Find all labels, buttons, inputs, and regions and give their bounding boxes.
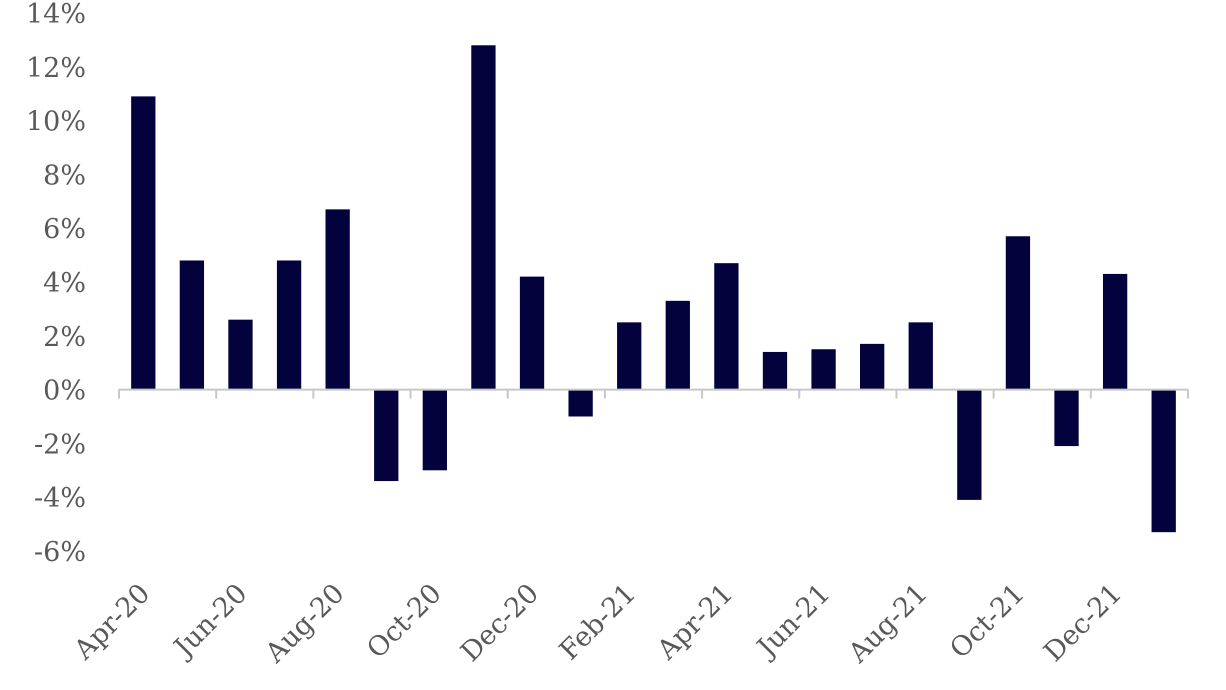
x-tick-label: Feb-21 xyxy=(554,578,642,666)
y-tick-label: 8% xyxy=(43,160,86,191)
bar xyxy=(519,276,545,390)
bar xyxy=(228,319,253,390)
x-tick-label: Oct-20 xyxy=(361,578,448,665)
y-tick-label: 12% xyxy=(26,53,86,84)
bar xyxy=(665,300,690,390)
bar xyxy=(811,349,836,390)
bars-group xyxy=(131,45,1176,533)
bar xyxy=(1151,389,1176,533)
bar xyxy=(276,260,302,390)
y-tick-label: -4% xyxy=(34,483,86,514)
bar xyxy=(374,389,399,482)
y-tick-label: 0% xyxy=(43,376,86,407)
x-tick-label: Jun-21 xyxy=(749,578,836,665)
y-tick-label: 6% xyxy=(43,214,86,245)
bar xyxy=(762,351,788,390)
bar xyxy=(617,322,642,390)
y-tick-label: 4% xyxy=(43,268,86,299)
bar xyxy=(860,343,885,390)
x-tick-label: Dec-20 xyxy=(455,578,545,668)
bar xyxy=(179,260,205,390)
x-tick-label: Oct-21 xyxy=(944,578,1031,665)
y-tick-label: 14% xyxy=(26,0,86,30)
x-axis-tick-labels: Apr-20 Jun-20 Aug-20 Oct-20 Dec-20 Feb-21 Apr-… xyxy=(68,578,1128,670)
y-tick-label: -6% xyxy=(34,537,86,568)
bar xyxy=(957,389,982,500)
bar xyxy=(1005,236,1031,390)
x-axis xyxy=(118,388,1189,399)
bar xyxy=(325,209,350,390)
bar xyxy=(1054,389,1079,447)
x-tick-label: Dec-21 xyxy=(1038,578,1128,668)
y-tick-label: 2% xyxy=(43,322,86,353)
bar xyxy=(131,96,156,390)
x-tick-label: Aug-20 xyxy=(259,578,351,670)
y-axis-tick-labels: -6% -4% -2% 0% 2% 4% 6% 8% 10% 12% 14% xyxy=(26,0,86,568)
x-tick-label: Apr-20 xyxy=(68,578,157,667)
bar xyxy=(471,45,496,390)
bar xyxy=(908,322,933,390)
y-tick-label: -2% xyxy=(34,429,86,460)
bar xyxy=(1102,273,1128,390)
bar xyxy=(568,389,593,417)
y-tick-label: 10% xyxy=(26,107,86,138)
x-tick-label: Jun-20 xyxy=(166,578,253,665)
x-tick-label: Aug-21 xyxy=(842,578,934,670)
x-tick-label: Apr-21 xyxy=(651,578,740,667)
bar xyxy=(422,389,447,471)
bar xyxy=(714,263,739,390)
